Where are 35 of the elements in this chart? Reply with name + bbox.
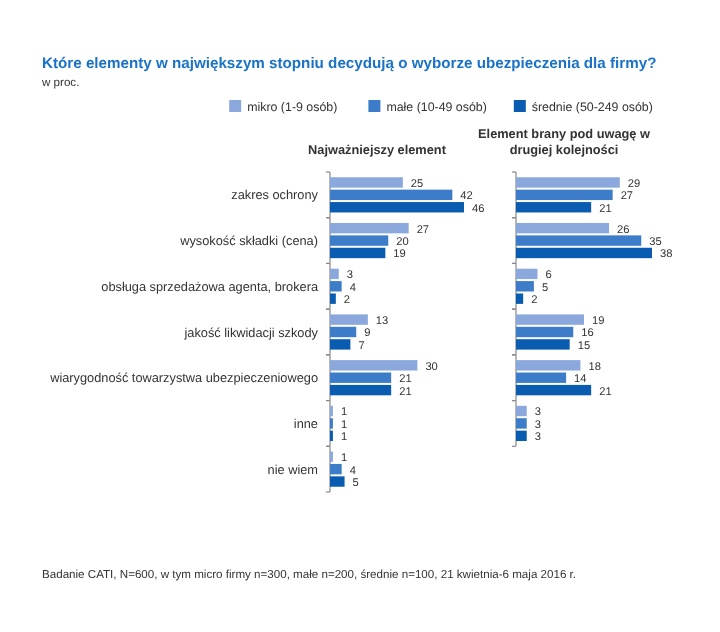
bar — [330, 189, 453, 201]
bar — [516, 314, 584, 325]
bar — [516, 405, 527, 417]
bar — [516, 418, 527, 429]
bar — [516, 384, 592, 396]
bar — [516, 202, 592, 213]
bar — [516, 430, 527, 442]
bar — [330, 281, 342, 292]
bar — [516, 247, 652, 259]
bar — [330, 463, 342, 475]
bar — [516, 360, 581, 371]
bar — [330, 476, 345, 487]
bar — [330, 293, 336, 304]
bar — [330, 268, 339, 280]
bar — [516, 189, 613, 201]
bar — [516, 222, 610, 234]
bar — [516, 372, 567, 383]
bar — [516, 326, 574, 338]
bar — [330, 177, 403, 188]
bar — [330, 360, 418, 371]
bar — [330, 339, 351, 350]
bar — [330, 384, 392, 396]
bar — [330, 314, 368, 325]
bar — [516, 268, 538, 280]
bar — [330, 222, 409, 234]
bar — [330, 326, 357, 338]
bar — [330, 202, 464, 213]
bar — [516, 177, 620, 188]
bar — [516, 281, 534, 292]
bar — [516, 339, 570, 350]
bar — [330, 247, 386, 259]
bar — [516, 293, 524, 304]
bar — [330, 372, 392, 383]
bar — [330, 235, 389, 246]
bar — [516, 235, 642, 246]
